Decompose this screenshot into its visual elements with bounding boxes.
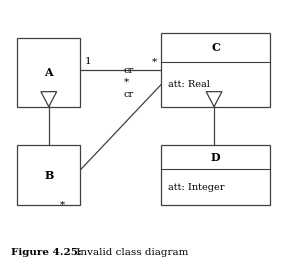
Text: Invalid class diagram: Invalid class diagram [73,248,189,257]
Bar [17,145,80,205]
Text: *: * [151,57,156,66]
Text: Figure 4.25:: Figure 4.25: [11,248,82,257]
Text: att: Real: att: Real [168,80,210,89]
Text: att: Integer: att: Integer [168,182,224,192]
Text: cr: cr [124,90,134,99]
Text: A: A [45,67,53,78]
Text: cr: cr [124,66,134,75]
Polygon shape [206,92,222,107]
Bar [161,33,270,107]
Bar [17,38,80,107]
Text: *: * [124,78,129,86]
Text: *: * [60,201,65,210]
Text: 1: 1 [85,57,91,66]
Polygon shape [41,92,57,107]
Text: B: B [44,170,53,181]
Text: C: C [211,42,220,53]
Bar [161,145,270,205]
Text: D: D [211,151,220,162]
